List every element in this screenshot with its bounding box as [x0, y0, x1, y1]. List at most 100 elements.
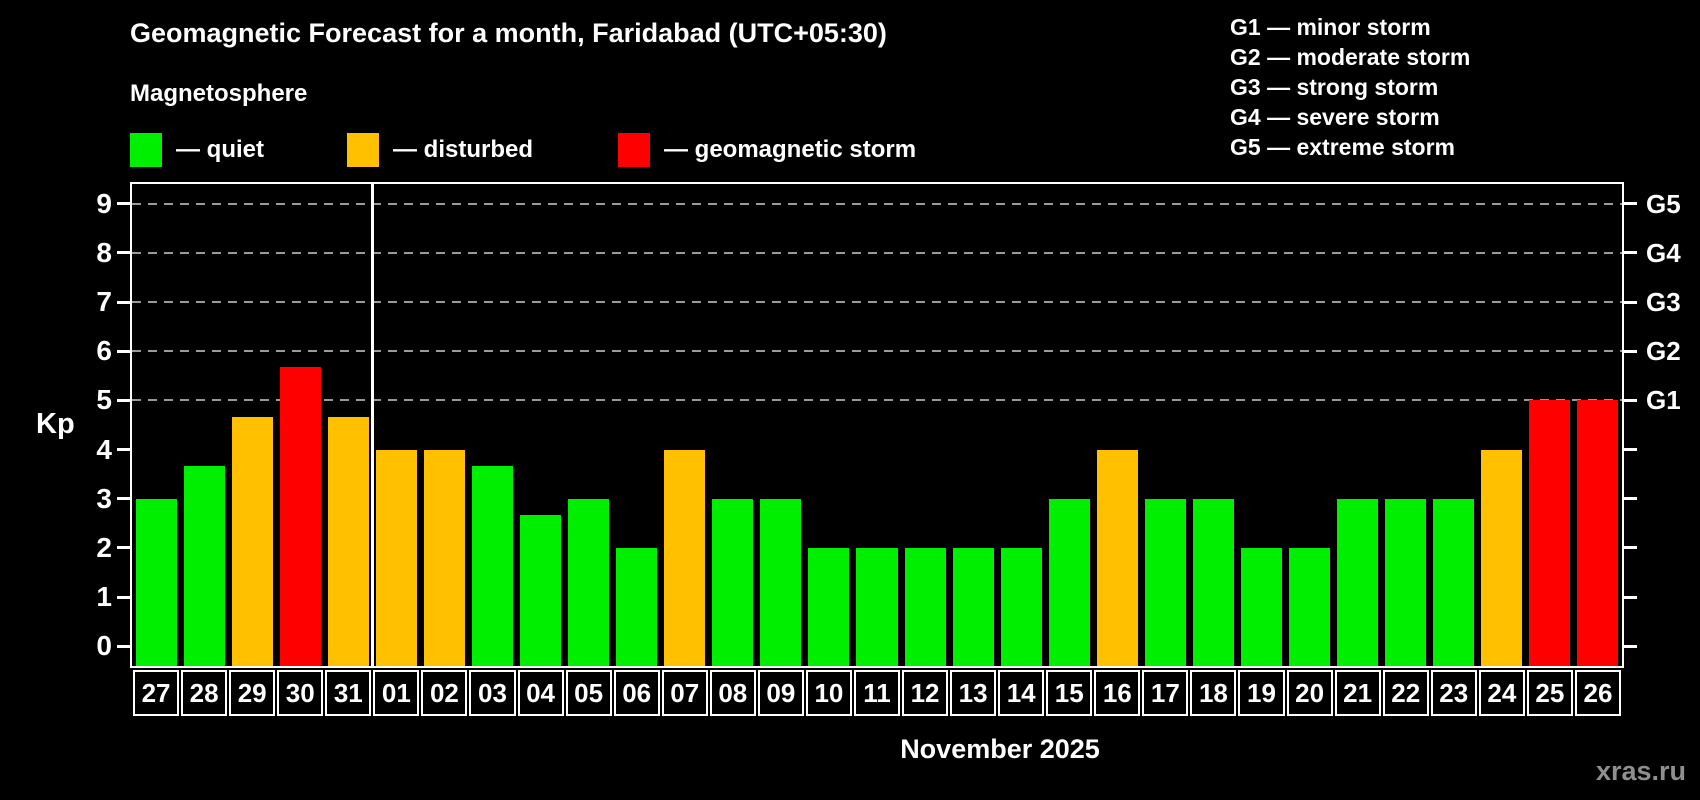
day-cell-21: 21	[1334, 670, 1381, 716]
left-tick-kp-9	[117, 202, 130, 206]
chart-subtitle: Magnetosphere	[130, 80, 308, 107]
g-tick-label-G4: G4	[1646, 237, 1681, 268]
day-cell-17: 17	[1142, 670, 1189, 716]
kp-bar-day-22	[1385, 498, 1427, 666]
g-tick-label-G3: G3	[1646, 287, 1681, 318]
kp-tick-label-0: 0	[96, 630, 112, 662]
kp-bar-day-24	[1481, 449, 1523, 666]
day-cell-15: 15	[1046, 670, 1093, 716]
kp-bar-day-13	[952, 547, 994, 666]
kp-bar-day-17	[1144, 498, 1186, 666]
day-cell-07: 07	[661, 670, 708, 716]
day-cell-14: 14	[998, 670, 1045, 716]
day-cell-04: 04	[517, 670, 564, 716]
kp-bar-day-29	[231, 416, 273, 666]
right-tick-kp-8	[1624, 251, 1637, 255]
day-cell-12: 12	[902, 670, 949, 716]
kp-bar-day-23	[1433, 498, 1475, 666]
g-scale-legend: G1 — minor storm G2 — moderate storm G3 — …	[1230, 12, 1470, 162]
left-tick-kp-1	[117, 595, 130, 599]
right-tick-kp-0	[1624, 644, 1637, 648]
legend-item-quiet: — quiet	[130, 132, 264, 168]
left-tick-kp-2	[117, 546, 130, 550]
kp-bar-day-21	[1337, 498, 1379, 666]
day-cell-20: 20	[1286, 670, 1333, 716]
kp-tick-label-3: 3	[96, 482, 112, 514]
kp-bar-day-12	[904, 547, 946, 666]
legend-label: — geomagnetic storm	[664, 136, 917, 163]
kp-tick-label-8: 8	[96, 236, 112, 268]
plot-area	[130, 182, 1624, 668]
kp-bar-day-31	[327, 416, 369, 666]
kp-bar-day-01	[375, 449, 417, 666]
storm-color-swatch	[618, 133, 650, 167]
g-scale-legend-line-1: G1 — minor storm	[1230, 14, 1431, 40]
day-cell-09: 09	[757, 670, 804, 716]
left-tick-kp-8	[117, 251, 130, 255]
kp-bar-day-14	[1000, 547, 1042, 666]
legend-label: — quiet	[176, 136, 264, 163]
kp-bar-day-27	[135, 498, 177, 666]
right-tick-kp-5	[1624, 398, 1637, 402]
kp-bar-day-15	[1048, 498, 1090, 666]
day-cell-30: 30	[277, 670, 324, 716]
kp-tick-label-4: 4	[96, 433, 112, 465]
kp-bar-day-08	[712, 498, 754, 666]
day-cell-10: 10	[805, 670, 852, 716]
kp-bar-day-07	[664, 449, 706, 666]
right-tick-kp-3	[1624, 497, 1637, 501]
kp-bar-day-05	[568, 498, 610, 666]
quiet-color-swatch	[130, 133, 162, 167]
day-cell-08: 08	[709, 670, 756, 716]
kp-bar-day-11	[856, 547, 898, 666]
kp-bar-day-03	[471, 465, 513, 666]
day-cell-06: 06	[613, 670, 660, 716]
kp-bar-day-09	[760, 498, 802, 666]
g-scale-legend-line-5: G5 — extreme storm	[1230, 134, 1455, 160]
kp-bar-day-25	[1529, 400, 1571, 666]
month-separator-line	[370, 184, 374, 666]
kp-tick-label-9: 9	[96, 187, 112, 219]
month-label: November 2025	[900, 734, 1100, 764]
g-tick-label-G1: G1	[1646, 385, 1681, 416]
kp-bar-day-10	[808, 547, 850, 666]
left-tick-kp-7	[117, 300, 130, 304]
kp-bar-day-02	[423, 449, 465, 666]
left-tick-kp-5	[117, 398, 130, 402]
day-cell-16: 16	[1094, 670, 1141, 716]
kp-bar-day-28	[183, 465, 225, 666]
g-scale-legend-line-2: G2 — moderate storm	[1230, 44, 1471, 70]
gridline-kp-8	[132, 251, 1622, 254]
g-tick-label-G2: G2	[1646, 336, 1681, 367]
day-cell-19: 19	[1238, 670, 1285, 716]
kp-bar-day-18	[1192, 498, 1234, 666]
disturbed-color-swatch	[347, 133, 379, 167]
day-cell-25: 25	[1526, 670, 1573, 716]
day-cell-31: 31	[325, 670, 372, 716]
gridline-kp-6	[132, 350, 1622, 353]
day-cell-29: 29	[229, 670, 276, 716]
chart-title: Geomagnetic Forecast for a month, Farida…	[130, 18, 887, 48]
legend-label: — disturbed	[393, 136, 534, 163]
right-tick-kp-9	[1624, 202, 1637, 206]
day-cell-23: 23	[1430, 670, 1477, 716]
kp-axis-title: Kp	[36, 408, 75, 440]
kp-bar-day-20	[1289, 547, 1331, 666]
kp-bar-day-19	[1240, 547, 1283, 666]
kp-tick-label-7: 7	[96, 286, 112, 318]
g-scale-legend-line-3: G3 — strong storm	[1230, 74, 1439, 100]
watermark: xras.ru	[1595, 756, 1686, 786]
kp-bar-day-16	[1096, 449, 1138, 666]
day-cell-03: 03	[469, 670, 516, 716]
g-scale-legend-line-4: G4 — severe storm	[1230, 104, 1440, 130]
day-cell-11: 11	[853, 670, 901, 716]
kp-bar-day-04	[520, 515, 562, 666]
legend-item-disturbed: — disturbed	[347, 132, 533, 168]
kp-tick-label-6: 6	[96, 335, 112, 367]
left-tick-kp-4	[117, 448, 130, 452]
day-cell-28: 28	[181, 670, 228, 716]
right-tick-kp-6	[1624, 349, 1637, 353]
kp-bar-day-26	[1577, 400, 1619, 666]
left-tick-kp-0	[117, 644, 130, 648]
